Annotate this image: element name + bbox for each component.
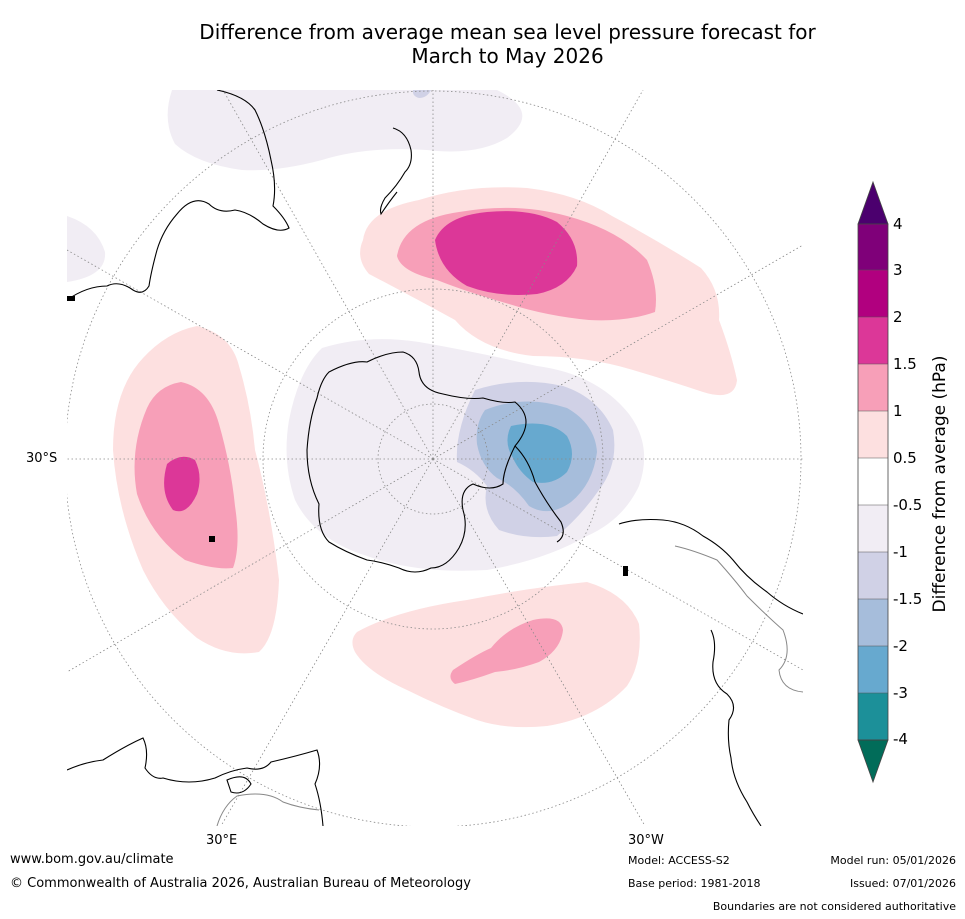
colorbar-band-1.5-to-2 xyxy=(858,317,888,364)
colorbar-tick-label: -0.5 xyxy=(893,496,923,514)
colorbar-tick-label: -3 xyxy=(893,684,908,702)
colorbar-tick-label: -4 xyxy=(893,730,908,748)
graticule-circle-60s xyxy=(262,288,604,630)
pressure-anomaly-map xyxy=(67,90,803,826)
model-run-info: Model run: 05/01/2026 xyxy=(830,854,956,867)
coastline-madagascar xyxy=(226,776,252,794)
coastline-south-america-east xyxy=(710,629,762,826)
colorbar-band-minus-1.5-to-minus-1 xyxy=(858,552,888,599)
islands xyxy=(67,296,628,576)
graticule-meridian xyxy=(67,458,434,673)
colorbar-extend-bottom xyxy=(857,739,889,784)
graticule xyxy=(67,90,803,826)
boundary-south-america xyxy=(674,545,803,693)
island xyxy=(67,296,75,301)
model-info: Model: ACCESS-S2 xyxy=(628,854,730,867)
coastline-africa xyxy=(67,737,324,826)
colorbar-band-minus-3-to-minus-2 xyxy=(858,646,888,693)
graticule-label-30e: 30°E xyxy=(206,833,238,848)
colorbar-tick-label: 3 xyxy=(893,261,903,279)
colorbar-tick-label: 1 xyxy=(893,402,903,420)
colorbar-band-minus-1-to-minus-0.5 xyxy=(858,505,888,552)
anomaly-area-below-average-top xyxy=(167,90,523,171)
graticule-label-30w: 30°W xyxy=(628,833,664,848)
chart-title-line1: Difference from average mean sea level p… xyxy=(199,20,816,44)
anomaly-area-below-average-left xyxy=(67,216,106,282)
colorbar-tick-label: 2 xyxy=(893,308,903,326)
coastline-south-america xyxy=(618,518,803,615)
graticule-meridian xyxy=(432,244,803,460)
chart-title-line2: March to May 2026 xyxy=(411,44,604,68)
anomaly-area-1-to-1.5-south xyxy=(450,618,563,684)
coastline-new-zealand xyxy=(379,127,412,216)
coastline-antarctic-peninsula xyxy=(514,445,564,543)
coastline-australia xyxy=(67,90,290,301)
anomaly-area-1.5-to-2-west xyxy=(164,456,200,512)
boundaries-disclaimer: Boundaries are not considered authoritat… xyxy=(712,900,956,913)
base-period-info: Base period: 1981-2018 xyxy=(628,877,761,890)
graticule-meridian xyxy=(432,458,803,671)
website-link[interactable]: www.bom.gov.au/climate xyxy=(10,852,174,867)
chart-title: Difference from average mean sea level p… xyxy=(0,20,965,68)
colorbar-band-0.5-to-1 xyxy=(858,411,888,458)
colorbar-tick-label: 4 xyxy=(893,215,903,233)
colorbar-tick-label: -1.5 xyxy=(893,590,923,608)
colorbar-band-minus-4-to-minus-3 xyxy=(858,693,888,740)
colorbar-band-neutral xyxy=(858,458,888,505)
boundaries xyxy=(216,545,803,826)
boundary-africa xyxy=(216,793,320,826)
colorbar-tick-label: 0.5 xyxy=(893,449,917,467)
copyright-text: © Commonwealth of Australia 2026, Austra… xyxy=(10,876,471,891)
graticule-meridian xyxy=(432,90,644,460)
island xyxy=(209,536,215,542)
colorbar-extend-top xyxy=(857,180,889,225)
colorbar-tick-label: -1 xyxy=(893,543,908,561)
issued-info: Issued: 07/01/2026 xyxy=(849,877,956,890)
graticule-meridian xyxy=(222,90,434,460)
graticule-meridian xyxy=(432,458,646,826)
colorbar-band-minus-2-to-minus-1.5 xyxy=(858,599,888,646)
colorbar-title: Difference from average (hPa) xyxy=(930,355,950,613)
colorbar-separators xyxy=(858,269,888,694)
colorbar-band-3-to-4 xyxy=(858,224,888,270)
anomaly-area-1.5-to-2-pacific xyxy=(435,211,578,295)
colorbar-band-1-to-1.5 xyxy=(858,364,888,411)
anomaly-area-2-to-3-below xyxy=(507,423,572,483)
coastlines xyxy=(67,90,803,826)
island xyxy=(623,566,628,576)
graticule-label-30s: 30°S xyxy=(26,451,58,466)
graticule-meridian xyxy=(220,458,434,826)
colorbar-tick-label: 1.5 xyxy=(893,355,917,373)
colorbar-frame xyxy=(857,223,889,741)
anomaly-area-below-average-small xyxy=(412,90,431,98)
colorbar-tick-label: -2 xyxy=(893,637,908,655)
coastline-antarctica xyxy=(306,351,527,573)
colorbar-band-2-to-3 xyxy=(858,270,888,317)
graticule-circle-80s xyxy=(377,403,489,515)
colorbar xyxy=(857,180,889,784)
